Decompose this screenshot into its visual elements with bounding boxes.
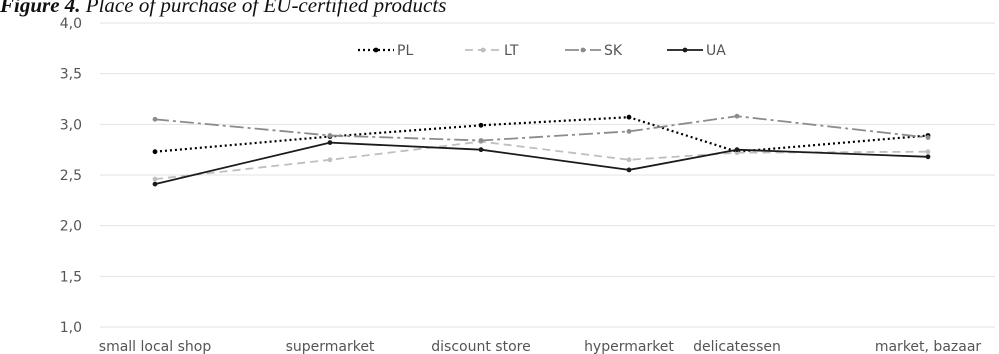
legend-label: SK: [604, 43, 623, 59]
data-point: [152, 181, 158, 187]
data-point: [152, 176, 158, 182]
y-tick-label: 1,0: [60, 320, 82, 336]
legend-item-sk: SK: [565, 43, 623, 59]
data-point: [478, 138, 484, 143]
y-tick-label: 2,0: [60, 219, 82, 235]
y-tick-label: 3,5: [60, 67, 82, 83]
data-point: [925, 154, 931, 160]
x-axis-category-labels: small local shop supermarket discount stor…: [99, 339, 982, 354]
legend-marker: [580, 47, 586, 53]
series-line-ua: [154, 141, 929, 185]
legend-marker: [480, 47, 486, 53]
data-point: [626, 167, 632, 173]
data-point: [925, 135, 931, 140]
series-sk: [152, 113, 931, 143]
legend-label: UA: [706, 43, 726, 59]
data-point: [925, 149, 931, 155]
x-category-label: supermarket: [286, 339, 375, 354]
data-point: [478, 122, 484, 128]
y-tick-label: 3,0: [60, 117, 82, 133]
data-point: [734, 147, 740, 153]
data-point: [152, 116, 158, 122]
gridlines: [100, 22, 995, 328]
series-line-lt: [154, 140, 929, 180]
data-point: [152, 149, 158, 155]
x-category-label: market, bazaar: [875, 339, 982, 354]
legend-marker: [373, 47, 379, 53]
legend-label: LT: [504, 43, 519, 59]
series-pl: [152, 114, 931, 155]
x-category-label: discount store: [431, 339, 530, 354]
data-point: [626, 114, 632, 120]
legend-item-lt: LT: [465, 43, 519, 59]
legend-item-ua: UA: [667, 43, 726, 59]
data-point: [327, 157, 333, 163]
data-point: [626, 157, 632, 163]
x-category-label: small local shop: [99, 339, 212, 354]
data-point: [734, 113, 740, 119]
legend: PL LT SK UA: [358, 43, 726, 59]
y-tick-label: 2,5: [60, 168, 82, 184]
figure-caption: Figure 4. Place of purchase of EU-certif…: [0, 0, 446, 18]
data-point: [478, 147, 484, 153]
figure-label: Figure 4.: [0, 0, 81, 17]
series-lines: [152, 113, 931, 187]
x-category-label: delicatessen: [693, 339, 781, 354]
figure-title: Place of purchase of EU-certified produc…: [85, 0, 447, 17]
y-axis-tick-labels: 1,0 1,5 2,0 2,5 3,0 3,5 4,0: [60, 16, 82, 336]
series-line-pl: [154, 116, 929, 153]
y-tick-label: 4,0: [60, 16, 82, 32]
data-point: [626, 129, 632, 134]
legend-label: PL: [397, 43, 413, 59]
y-tick-label: 1,5: [60, 269, 82, 285]
x-category-label: hypermarket: [584, 339, 674, 354]
series-ua: [152, 140, 931, 187]
data-point: [327, 133, 333, 138]
legend-item-pl: PL: [358, 43, 413, 59]
data-point: [327, 140, 333, 146]
series-line-sk: [154, 115, 929, 142]
legend-marker: [682, 47, 688, 53]
